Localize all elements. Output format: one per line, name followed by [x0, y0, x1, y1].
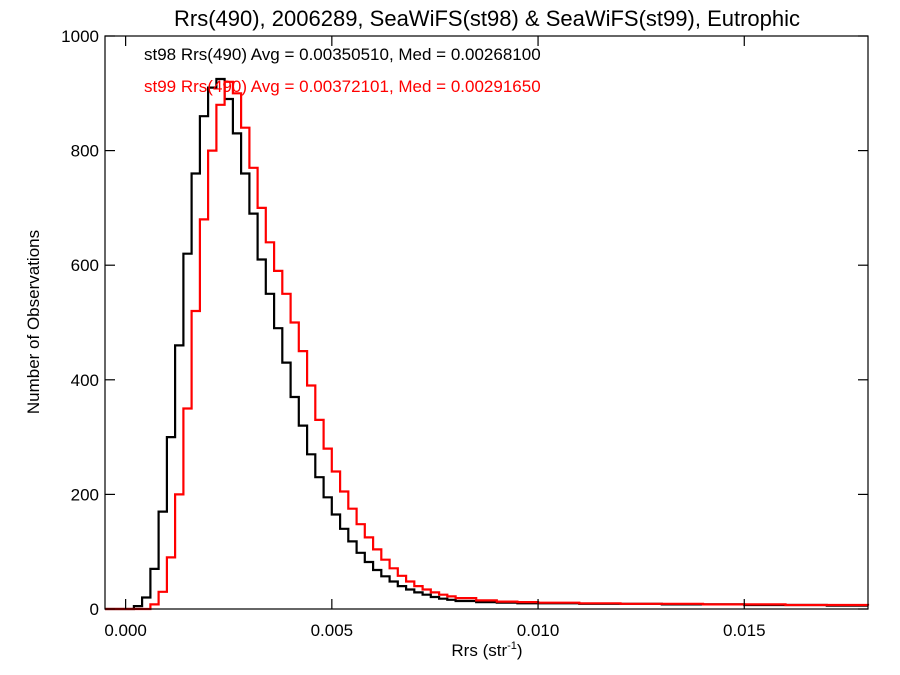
x-axis-title-end: ) [517, 641, 523, 660]
y-tick-label: 400 [71, 371, 99, 390]
legend-entry-st99: st99 Rrs(490) Avg = 0.00372101, Med = 0.… [144, 77, 541, 96]
y-tick-label: 200 [71, 485, 99, 504]
chart-title: Rrs(490), 2006289, SeaWiFS(st98) & SeaWi… [174, 6, 800, 31]
x-tick-label: 0.010 [517, 621, 560, 640]
x-tick-label: 0.000 [104, 621, 147, 640]
x-axis-title-main: Rrs (str [451, 641, 507, 660]
x-axis-title-superscript: -1 [507, 640, 517, 652]
y-tick-label: 0 [90, 600, 99, 619]
y-tick-label: 600 [71, 256, 99, 275]
legend-entry-st98: st98 Rrs(490) Avg = 0.00350510, Med = 0.… [144, 45, 541, 64]
y-tick-label: 800 [71, 142, 99, 161]
x-tick-label: 0.015 [723, 621, 766, 640]
x-tick-label: 0.005 [311, 621, 354, 640]
y-tick-label: 1000 [61, 27, 99, 46]
y-axis-title: Number of Observations [24, 230, 43, 414]
